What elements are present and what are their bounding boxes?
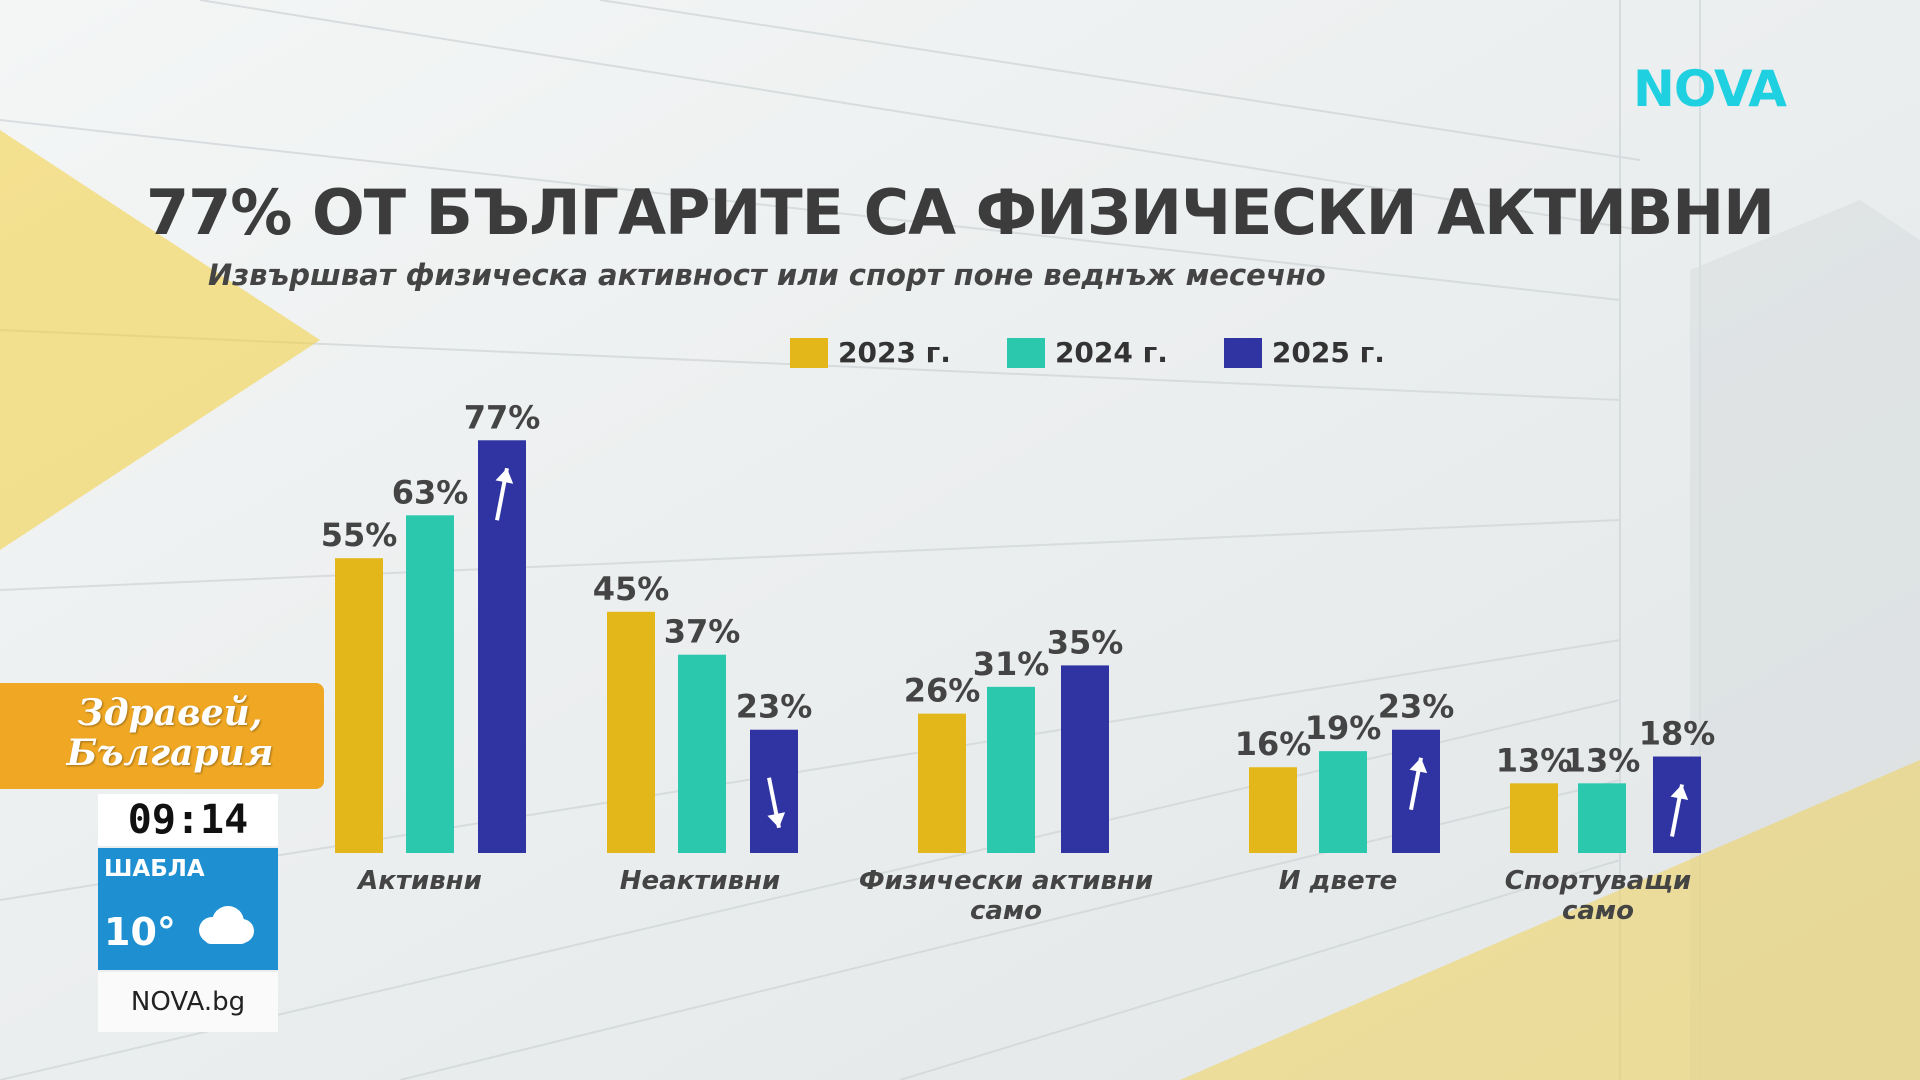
cloud-icon [199, 906, 254, 944]
trend-arrowhead-4 [1670, 784, 1689, 800]
trend-arrowhead-0 [495, 468, 514, 484]
bar-2025г.-0 [478, 440, 526, 853]
trend-arrowhead-1 [767, 812, 786, 828]
data-label-2-2: 35% [1047, 623, 1124, 661]
data-label-2-1: 23% [736, 688, 813, 726]
weather-city: ШАБЛА [104, 856, 205, 882]
legend: 2023 г. 2024 г. 2025 г. [790, 336, 1385, 369]
category-label-1-0: Неактивни [620, 866, 781, 896]
category-label-0-0: Активни [356, 866, 482, 896]
legend-label-2024: 2024 г. [1054, 336, 1168, 369]
trend-arrowhead-3 [1409, 757, 1428, 774]
data-label-0-3: 16% [1235, 725, 1312, 763]
bar-2024г.-4 [1578, 783, 1626, 853]
site-url: NOVA.bg [98, 972, 278, 1032]
legend-item-2024: 2024 г. [1006, 336, 1168, 369]
bar-2024г.-2 [987, 686, 1035, 853]
data-label-2-4: 18% [1639, 715, 1716, 753]
chart-subtitle: Извършват физическа активност или спорт … [208, 258, 1326, 292]
category-label-3-0: И двете [1279, 866, 1398, 896]
data-label-1-0: 63% [392, 473, 469, 511]
bar-2024г.-3 [1319, 751, 1367, 853]
legend-item-2025: 2025 г. [1223, 336, 1385, 369]
legend-swatch-2023 [790, 337, 828, 368]
bar-2024г.-0 [406, 515, 454, 853]
legend-swatch-2025 [1223, 337, 1262, 368]
bar-2023г.-2 [918, 713, 966, 853]
weather-temperature: 10° [104, 910, 176, 954]
bar-2023г.-3 [1249, 767, 1297, 853]
data-label-0-4: 13% [1496, 741, 1573, 779]
legend-label-2023: 2023 г. [838, 336, 951, 369]
bar-2025г.-2 [1061, 665, 1109, 853]
bar-2025г.-1 [750, 729, 798, 853]
weather-widget: ШАБЛА 10° [98, 848, 278, 970]
data-label-1-3: 19% [1305, 709, 1382, 747]
bar-2024г.-1 [678, 654, 726, 853]
show-name: Здравей, България [66, 692, 274, 774]
bar-2023г.-4 [1510, 783, 1558, 853]
category-label-2-1: само [970, 896, 1042, 926]
data-label-0-2: 26% [904, 672, 981, 710]
nova-logo: NOVA [1633, 60, 1787, 118]
data-label-1-2: 31% [973, 645, 1050, 683]
category-label-2-0: Физически активни [859, 866, 1153, 896]
bar-2023г.-1 [607, 611, 655, 853]
legend-label-2025: 2025 г. [1271, 336, 1385, 369]
category-label-4-0: Спортуващи [1505, 866, 1692, 896]
data-label-1-4: 13% [1564, 741, 1641, 779]
legend-swatch-2024 [1006, 337, 1045, 368]
data-label-2-3: 23% [1378, 688, 1455, 726]
data-label-2-0: 77% [464, 398, 541, 436]
bar-2023г.-0 [335, 558, 383, 853]
data-label-0-1: 45% [593, 570, 670, 608]
clock: 09:14 [98, 794, 278, 846]
legend-item-2023: 2023 г. [790, 336, 951, 369]
data-label-0-0: 55% [321, 516, 398, 554]
chart-title: 77% ОТ БЪЛГАРИТЕ СА ФИЗИЧЕСКИ АКТИВНИ [146, 176, 1775, 249]
category-label-4-1: само [1562, 896, 1634, 926]
data-label-1-1: 37% [664, 613, 741, 651]
show-title-card: Здравей, България [0, 683, 324, 789]
